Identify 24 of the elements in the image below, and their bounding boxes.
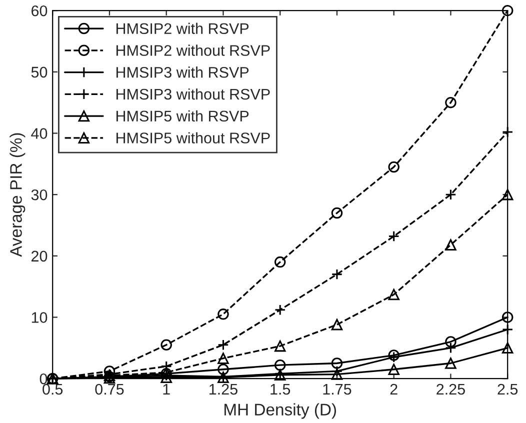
legend-label: HMSIP2 without RSVP	[116, 44, 270, 56]
x-tick-label: 2.25	[436, 384, 465, 395]
x-axis-title: MH Density (D)	[224, 403, 336, 419]
legend-label: HMSIP3 with RSVP	[116, 66, 249, 78]
x-tick-label: 2	[390, 384, 398, 395]
legend-label: HMSIP5 without RSVP	[116, 132, 270, 144]
legend-label: HMSIP3 without RSVP	[116, 88, 270, 100]
x-tick-label: 0.5	[42, 384, 63, 395]
y-axis-title: Average PIR (%)	[10, 133, 26, 257]
x-tick-label: 0.75	[95, 384, 124, 395]
legend-label: HMSIP2 with RSVP	[116, 22, 249, 34]
y-tick-label: 0	[40, 373, 48, 384]
y-tick-label: 60	[32, 5, 48, 16]
y-tick-label: 40	[31, 128, 48, 139]
y-tick-label: 20	[32, 250, 48, 262]
x-tick-label: 2.5	[498, 384, 518, 395]
x-tick-label: 1.25	[210, 384, 238, 395]
x-tick-label: 1.5	[270, 384, 290, 395]
x-tick-label: 1.75	[323, 384, 352, 395]
y-tick-label: 10	[32, 312, 48, 323]
y-tick-label: 30	[31, 189, 48, 200]
x-tick-label: 1	[163, 384, 170, 395]
y-tick-label: 50	[31, 66, 48, 78]
legend-label: HMSIP5 with RSVP	[116, 110, 249, 122]
